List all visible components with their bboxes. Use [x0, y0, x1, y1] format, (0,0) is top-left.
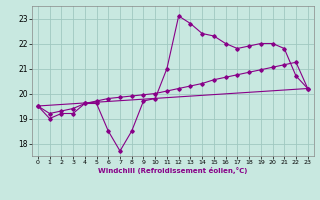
X-axis label: Windchill (Refroidissement éolien,°C): Windchill (Refroidissement éolien,°C)	[98, 167, 247, 174]
